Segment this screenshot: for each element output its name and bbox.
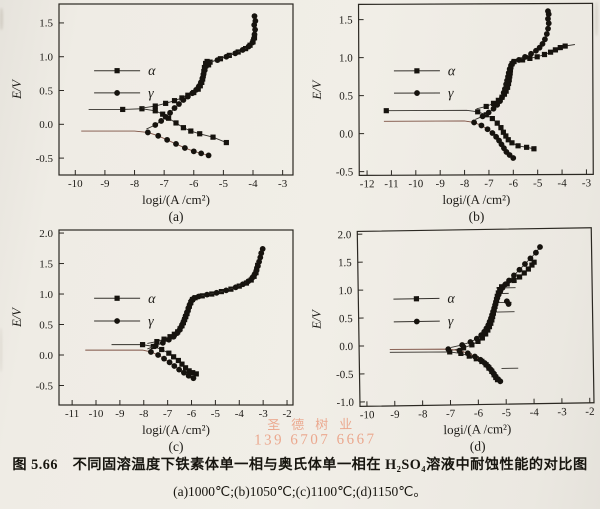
svg-text:E/V: E/V: [310, 79, 324, 100]
svg-text:-7: -7: [163, 408, 173, 420]
svg-text:-7: -7: [446, 408, 456, 420]
svg-text:E/V: E/V: [309, 309, 323, 330]
svg-text:-4: -4: [235, 408, 245, 420]
svg-text:-6: -6: [509, 178, 519, 190]
svg-text:-6: -6: [189, 178, 199, 190]
svg-text:0.0: 0.0: [39, 119, 53, 131]
subplot-d-chart: -10 -9 -8 -7 -6 -5 -4 -3 -2 -1.0 -0.5 0.0 0.5 1.0 1.5 2…: [309, 227, 595, 454]
svg-text:α: α: [148, 64, 156, 79]
svg-text:-4: -4: [248, 178, 258, 190]
figure-caption: 图 5.66 不同固溶温度下铁素体单一相与奥氏体单一相在 H₂SO₄溶液中耐蚀性…: [0, 454, 600, 500]
svg-text:-10: -10: [360, 409, 375, 421]
subplot-c: -11 -10 -9 -8 -7 -6 -5 -4 -3 -2 -0.5 0.0 0.5 1.0 1.5 2.…: [0, 226, 300, 456]
svg-text:-4: -4: [530, 407, 540, 419]
subplot-b-chart: -12 -11 -10 -9 -8 -7 -6 -5 -4 -3 -0.5 0.0 0.5 1.0 1.5 E…: [310, 2, 594, 224]
svg-text:-3: -3: [278, 178, 288, 190]
svg-text:0.0: 0.0: [39, 350, 53, 362]
svg-text:-10: -10: [89, 408, 104, 420]
svg-text:-2: -2: [282, 408, 291, 420]
svg-text:0.0: 0.0: [339, 341, 353, 353]
svg-text:1.5: 1.5: [339, 14, 353, 26]
svg-text:-0.5: -0.5: [36, 380, 54, 392]
svg-text:0.5: 0.5: [339, 90, 353, 102]
svg-text:-4: -4: [557, 177, 567, 189]
svg-text:-5: -5: [502, 407, 512, 419]
svg-text:0.5: 0.5: [39, 319, 53, 331]
svg-text:(b): (b): [469, 209, 485, 224]
svg-text:-9: -9: [436, 178, 446, 190]
svg-text:-8: -8: [460, 178, 470, 190]
svg-text:1.0: 1.0: [39, 289, 53, 301]
subplot-a: -10 -9 -8 -7 -6 -5 -4 -3 -0.5 0.0 0.5 1.0 1.5 E/V logi…: [0, 0, 300, 226]
svg-text:-0.5: -0.5: [36, 153, 54, 165]
svg-text:-9: -9: [115, 408, 125, 420]
svg-text:-9: -9: [100, 178, 110, 190]
svg-text:-5: -5: [533, 178, 543, 190]
svg-text:α: α: [148, 292, 156, 307]
subplot-c-chart: -11 -10 -9 -8 -7 -6 -5 -4 -3 -2 -0.5 0.0 0.5 1.0 1.5 2.…: [10, 228, 294, 454]
svg-text:1.5: 1.5: [338, 257, 352, 269]
svg-text:-6: -6: [474, 407, 484, 419]
svg-text:1.0: 1.0: [39, 52, 53, 64]
svg-text:-11: -11: [384, 178, 398, 190]
subplot-b: -12 -11 -10 -9 -8 -7 -6 -5 -4 -3 -0.5 0.0 0.5 1.0 1.5 E…: [300, 0, 600, 227]
svg-text:-2: -2: [585, 406, 594, 418]
svg-text:α: α: [448, 64, 456, 79]
svg-text:γ: γ: [448, 86, 454, 101]
svg-text:γ: γ: [148, 315, 154, 330]
svg-text:logi/(A /cm²): logi/(A /cm²): [142, 192, 210, 207]
subplot-a-chart: -10 -9 -8 -7 -6 -5 -4 -3 -0.5 0.0 0.5 1.0 1.5 E/V logi…: [10, 3, 294, 224]
scan-artifact: [0, 8, 3, 30]
svg-text:(a): (a): [169, 209, 184, 224]
svg-text:-3: -3: [557, 406, 567, 418]
svg-text:-10: -10: [408, 178, 423, 190]
caption-subtitle: (a)1000℃;(b)1050℃;(c)1100℃;(d)1150℃。: [173, 484, 427, 499]
svg-text:(c): (c): [169, 439, 184, 454]
svg-text:-7: -7: [484, 178, 494, 190]
svg-text:logi/(A /cm²): logi/(A /cm²): [443, 421, 511, 437]
svg-text:logi/(A /cm²): logi/(A /cm²): [142, 422, 210, 437]
svg-text:-0.5: -0.5: [336, 166, 354, 178]
svg-text:-12: -12: [360, 178, 375, 190]
svg-text:1.0: 1.0: [339, 52, 353, 64]
svg-text:α: α: [447, 292, 455, 307]
subplot-d: -10 -9 -8 -7 -6 -5 -4 -3 -2 -1.0 -0.5 0.0 0.5 1.0 1.5 2…: [298, 224, 600, 459]
svg-text:(d): (d): [470, 438, 486, 453]
svg-text:-8: -8: [139, 408, 149, 420]
svg-text:-8: -8: [418, 408, 428, 420]
svg-text:2.0: 2.0: [337, 229, 351, 241]
svg-text:logi/(A /cm²): logi/(A /cm²): [442, 192, 510, 207]
svg-text:1.5: 1.5: [39, 18, 53, 30]
svg-text:0.0: 0.0: [339, 128, 353, 140]
svg-text:E/V: E/V: [10, 307, 24, 328]
svg-text:γ: γ: [448, 314, 454, 329]
svg-text:E/V: E/V: [10, 79, 24, 100]
svg-text:0.5: 0.5: [39, 85, 53, 97]
caption-title: 图 5.66 不同固溶温度下铁素体单一相与奥氏体单一相在 H₂SO₄溶液中耐蚀性…: [12, 457, 588, 473]
svg-text:-3: -3: [259, 408, 269, 420]
svg-text:-11: -11: [65, 408, 79, 420]
svg-text:-0.5: -0.5: [336, 369, 354, 381]
svg-text:-9: -9: [390, 409, 400, 421]
svg-text:-5: -5: [219, 178, 229, 190]
svg-text:1.5: 1.5: [39, 258, 53, 270]
svg-text:-1.0: -1.0: [336, 397, 354, 409]
svg-text:-8: -8: [130, 178, 140, 190]
scan-artifact: [0, 328, 2, 372]
scan-artifact: [595, 2, 598, 36]
svg-text:-10: -10: [68, 178, 83, 190]
svg-text:-7: -7: [160, 178, 170, 190]
svg-text:γ: γ: [148, 86, 154, 101]
svg-text:0.5: 0.5: [339, 313, 353, 325]
svg-text:-6: -6: [187, 408, 197, 420]
svg-text:-3: -3: [582, 177, 592, 189]
svg-text:-5: -5: [211, 408, 221, 420]
svg-text:1.0: 1.0: [338, 285, 352, 297]
svg-text:2.0: 2.0: [39, 228, 53, 240]
